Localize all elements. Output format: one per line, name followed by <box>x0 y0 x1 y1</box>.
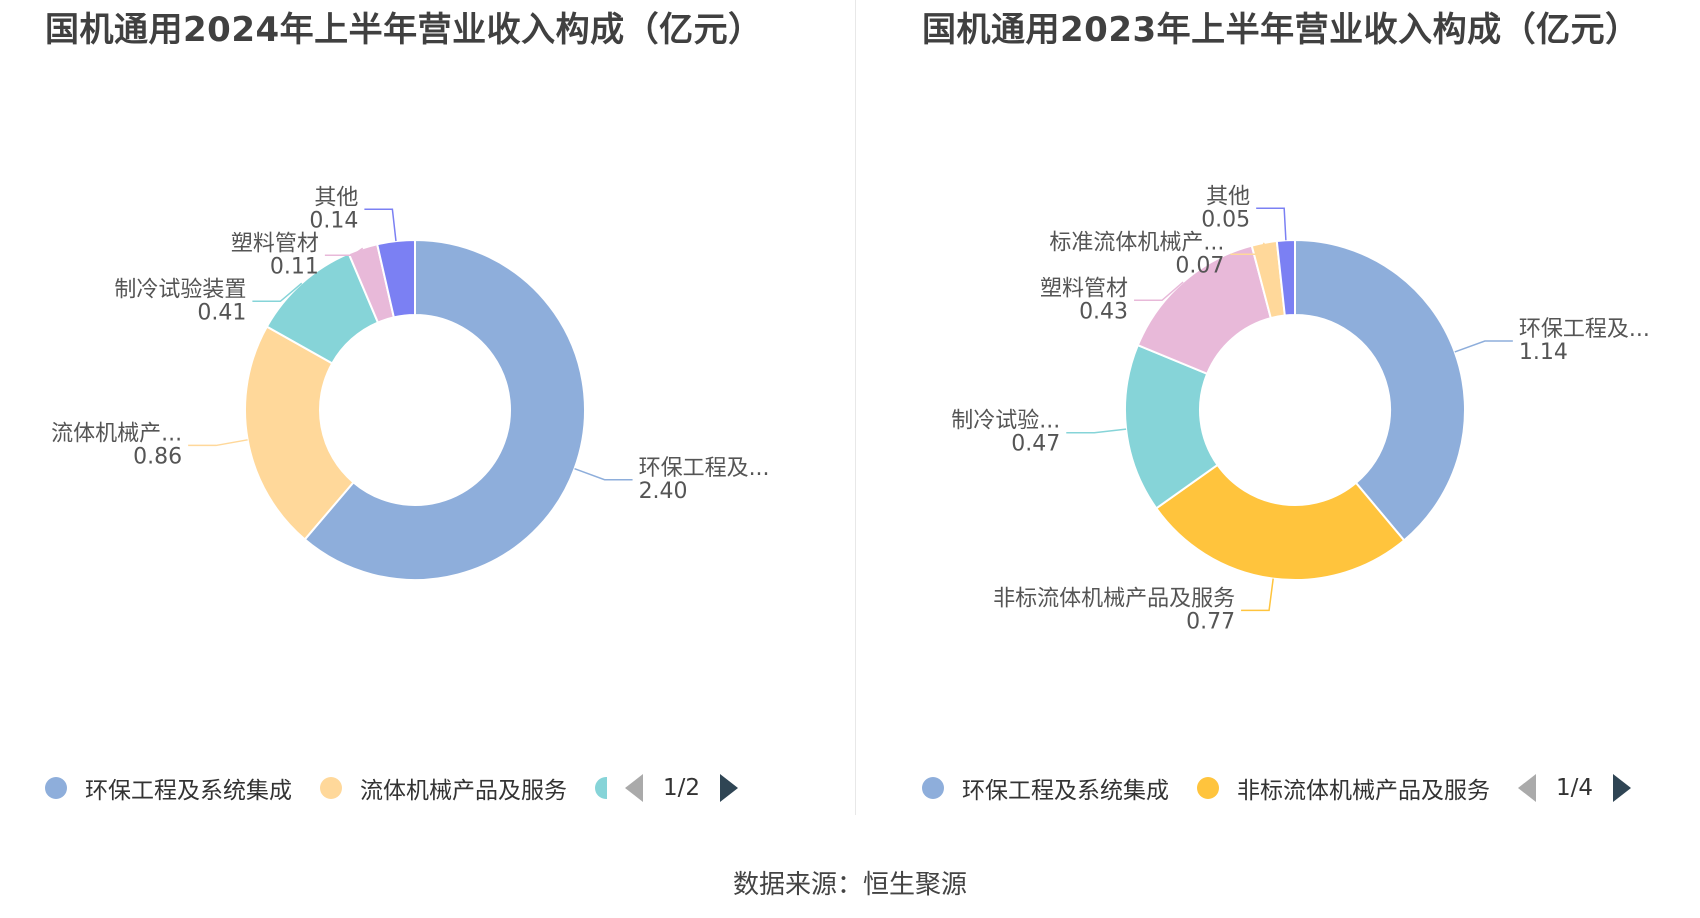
slice-category-label: 环保工程及... <box>1519 317 1650 342</box>
legend-color-swatch <box>1197 777 1219 799</box>
label-leader-line <box>1241 578 1274 612</box>
label-leader-line <box>1256 207 1287 241</box>
legend-page-indicator: 1/2 <box>663 775 701 801</box>
label-leader-line <box>324 247 364 257</box>
legend-label: 环保工程及系统集成 <box>85 778 292 804</box>
label-leader-line <box>1134 281 1184 302</box>
slice-value-label: 0.47 <box>1011 432 1060 457</box>
legend-item-nonstd-fluid[interactable]: 非标流体机械产品及服务 <box>1197 771 1490 805</box>
legend-item-fluid[interactable]: 流体机械产品及服务 <box>320 771 567 805</box>
next-page-icon[interactable] <box>720 774 739 802</box>
legend-color-swatch <box>45 777 67 799</box>
slice-value-label: 0.07 <box>1175 253 1224 278</box>
legend: 环保工程及系统集成 非标流体机械产品及服务 1/4 <box>922 770 1632 806</box>
slice-category-label: 标准流体机械产... <box>1049 230 1224 255</box>
legend-item-env[interactable]: 环保工程及系统集成 <box>45 771 292 805</box>
donut-slice[interactable] <box>303 238 586 581</box>
chart-panel-2023: 国机通用2023年上半年营业收入构成（亿元） 环保工程及... 1.14 非标流体机… <box>850 0 1700 820</box>
prev-page-icon[interactable] <box>625 774 643 802</box>
legend-color-swatch <box>320 777 342 799</box>
donut-slice[interactable] <box>1294 238 1466 542</box>
panel-divider <box>855 0 856 815</box>
donut-slice[interactable] <box>244 325 355 541</box>
legend-color-swatch <box>922 777 944 799</box>
legend: 环保工程及系统集成 流体机械产品及服务 1/2 <box>45 770 739 806</box>
chart-panel-2024: 国机通用2024年上半年营业收入构成（亿元） 环保工程及... 2.40 流体机械产… <box>0 0 850 820</box>
slice-category-label: 非标流体机械产品及服务 <box>993 586 1235 611</box>
slice-category-label: 其他 <box>1206 184 1250 209</box>
donut-slice[interactable] <box>1154 463 1406 581</box>
legend-label: 流体机械产品及服务 <box>360 778 567 804</box>
slice-value-label: 0.14 <box>309 208 358 233</box>
slice-category-label: 流体机械产... <box>51 421 182 446</box>
label-leader-line <box>252 282 303 303</box>
legend-color-swatch <box>595 777 607 799</box>
slice-value-label: 0.86 <box>133 444 182 469</box>
legend-item-truncated <box>595 777 607 799</box>
slice-value-label: 0.41 <box>197 300 246 325</box>
slice-category-label: 塑料管材 <box>231 231 319 256</box>
legend-label: 非标流体机械产品及服务 <box>1237 778 1490 804</box>
label-leader-line <box>1066 428 1127 434</box>
data-source-note: 数据来源：恒生聚源 <box>732 870 967 900</box>
donut-slice[interactable] <box>1275 238 1296 317</box>
label-leader-line <box>188 439 248 447</box>
legend-pager: 1/2 <box>625 774 739 802</box>
slice-value-label: 0.05 <box>1201 207 1250 232</box>
slice-category-label: 制冷试验装置 <box>114 277 246 302</box>
legend-label: 环保工程及系统集成 <box>962 778 1169 804</box>
slice-category-label: 其他 <box>314 185 358 210</box>
legend-page-indicator: 1/4 <box>1556 775 1594 801</box>
prev-page-icon[interactable] <box>1518 774 1536 802</box>
slice-value-label: 1.14 <box>1519 340 1568 365</box>
slice-value-label: 0.11 <box>270 254 319 279</box>
label-leader-line <box>364 208 397 242</box>
slice-value-label: 0.43 <box>1079 299 1128 324</box>
slice-category-label: 制冷试验... <box>951 409 1060 434</box>
legend-pager: 1/4 <box>1518 774 1632 802</box>
label-leader-line <box>1454 340 1513 353</box>
slice-category-label: 塑料管材 <box>1040 276 1128 301</box>
next-page-icon[interactable] <box>1613 774 1632 802</box>
legend-item-env[interactable]: 环保工程及系统集成 <box>922 771 1169 805</box>
slice-value-label: 0.77 <box>1186 609 1235 634</box>
slice-category-label: 环保工程及... <box>639 456 770 481</box>
chart-title: 国机通用2024年上半年营业收入构成（亿元） <box>45 10 763 50</box>
donut-slice[interactable] <box>375 238 416 319</box>
label-leader-line <box>574 468 633 481</box>
label-leader-line <box>1230 242 1265 256</box>
slice-value-label: 2.40 <box>639 479 688 504</box>
chart-title: 国机通用2023年上半年营业收入构成（亿元） <box>922 10 1640 50</box>
